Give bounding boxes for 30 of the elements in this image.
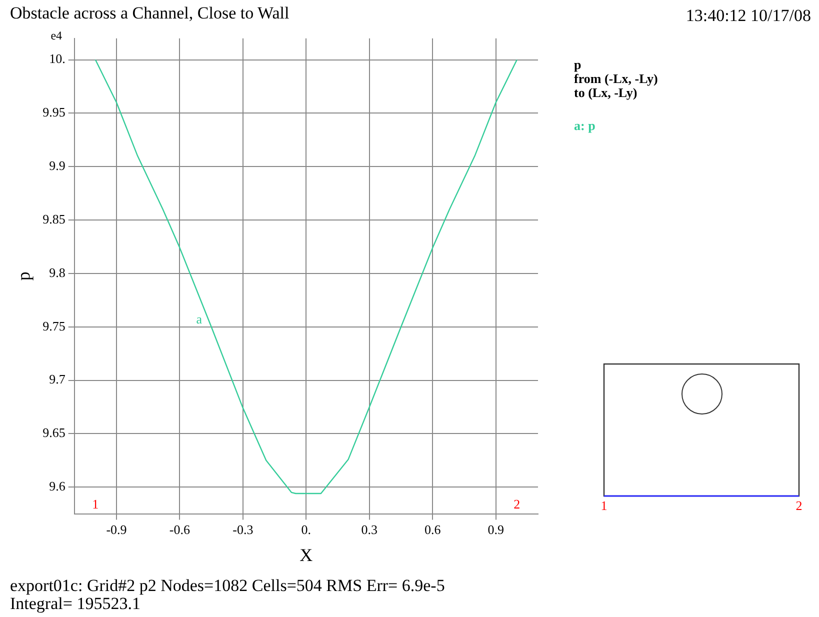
x-tick-label: 0.3 (361, 522, 378, 538)
annotation: 1 (92, 496, 99, 512)
x-tick-label: -0.3 (232, 522, 254, 538)
text: from (-Lx, -Ly) (574, 71, 658, 86)
y-tick-label: 9.6 (49, 478, 66, 494)
text: e4 (50, 28, 62, 43)
x-tick-label: 0.9 (488, 522, 504, 538)
y-tick-label: 9.85 (42, 211, 66, 226)
y-tick-label: 9.95 (42, 104, 66, 120)
y-tick-label: 9.75 (42, 318, 66, 334)
x-axis-title: X (300, 544, 313, 565)
annotation: a (196, 311, 202, 326)
text: a: p (574, 118, 596, 134)
chart-title: Obstacle across a Channel, Close to Wall (10, 4, 290, 23)
text: p (574, 57, 582, 72)
x-tick-label: 0. (301, 522, 312, 538)
y-tick-label: 9.8 (49, 264, 66, 280)
text: Integral= 195523.1 (10, 594, 140, 613)
x-tick-label: -0.6 (169, 522, 191, 538)
annotation: 2 (514, 496, 520, 512)
y-tick-label: 9.7 (49, 372, 66, 387)
text: 13:40:12 10/17/08 (686, 6, 811, 26)
y-tick-label: 9.65 (42, 425, 66, 440)
y-tick-label: 9.9 (49, 158, 66, 174)
x-tick-label: -0.9 (106, 522, 127, 538)
x-tick-label: 0.6 (424, 522, 442, 538)
text: to (Lx, -Ly) (574, 85, 638, 100)
y-tick-label: 10. (49, 51, 66, 66)
y-axis-title: p (14, 272, 34, 281)
text: export01c: Grid#2 p2 Nodes=1082 Cells=504 RMS Err= 6.9e-5 (10, 576, 445, 595)
